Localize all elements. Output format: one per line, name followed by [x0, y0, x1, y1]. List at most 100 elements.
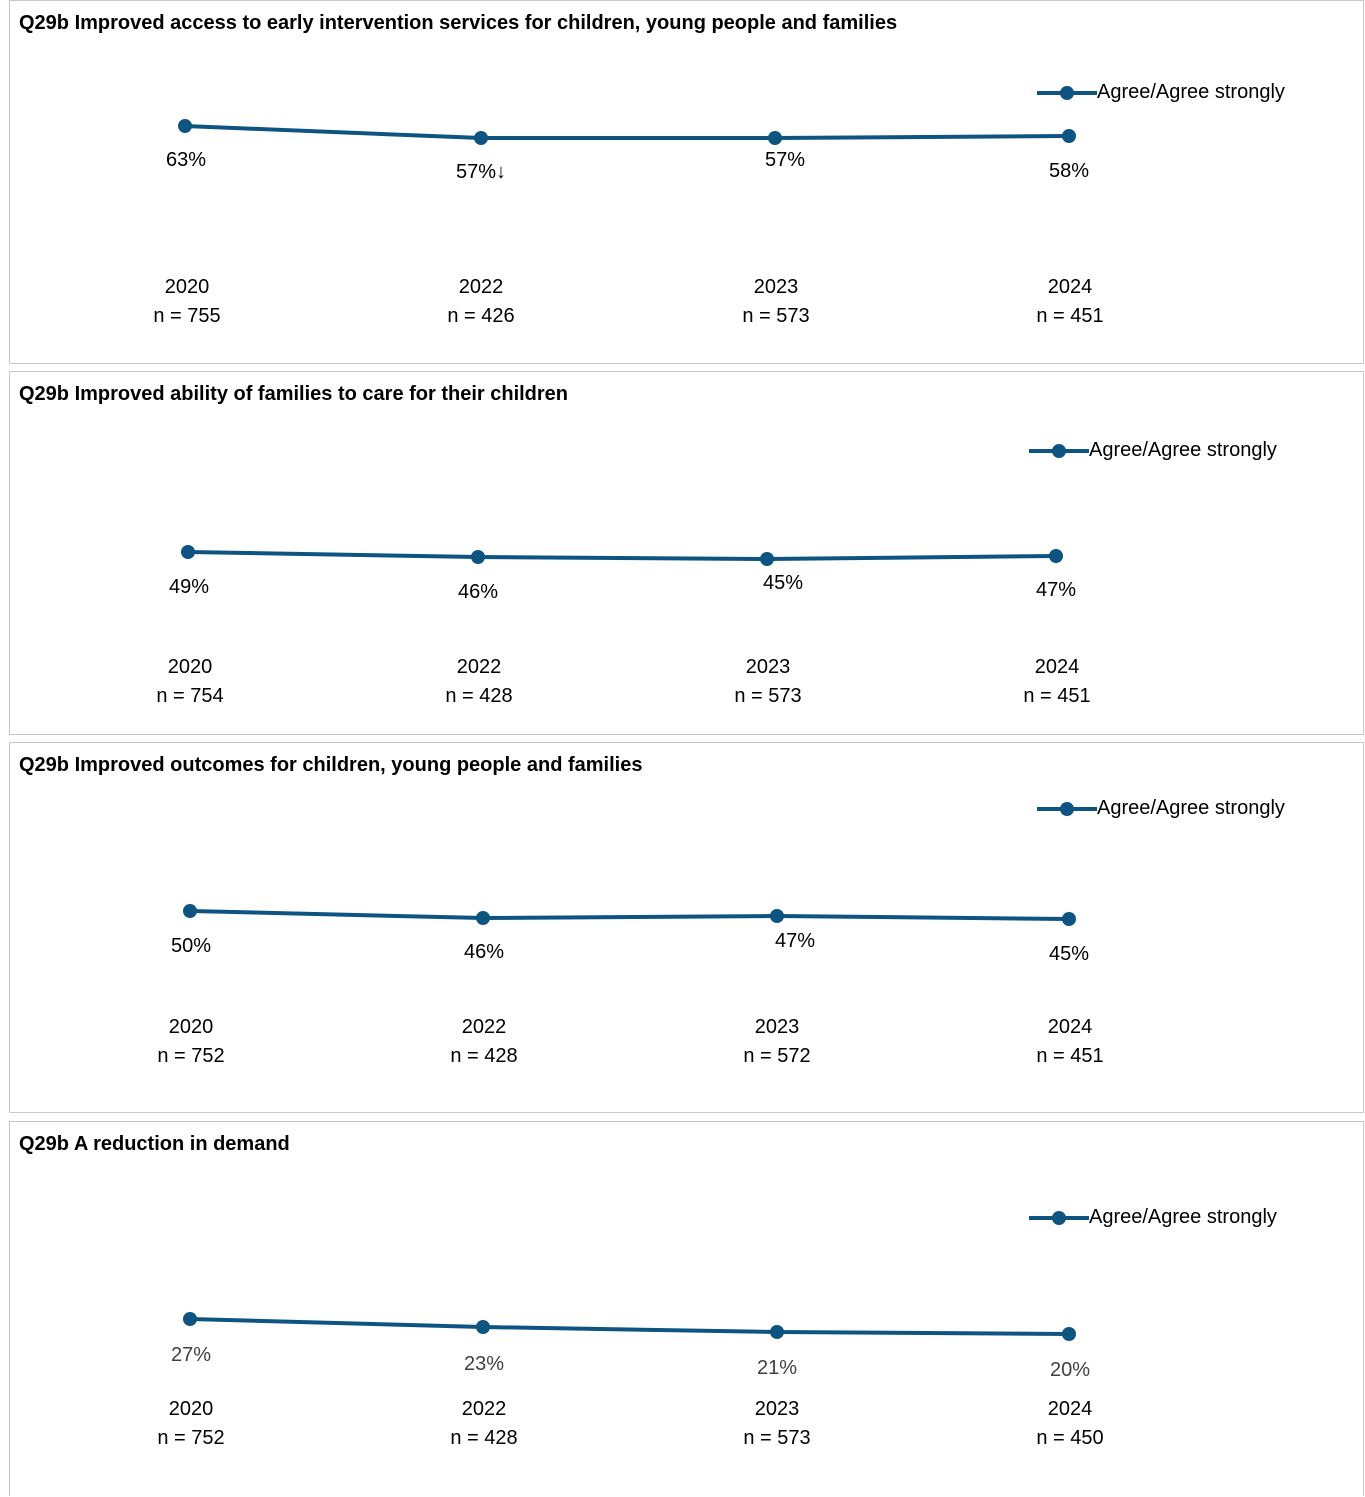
data-point: [1049, 549, 1063, 563]
data-point: [1062, 1327, 1076, 1341]
chart-title: Q29b Improved access to early interventi…: [19, 12, 898, 34]
chart-panel-4: Q29b A reduction in demand Agree/Agree s…: [9, 1121, 1364, 1496]
year-label: 2023: [754, 1016, 800, 1038]
x-axis-tick: 2022 n = 428: [409, 653, 549, 711]
base-label: n = 450: [1036, 1427, 1104, 1449]
data-point: [1062, 129, 1076, 143]
data-point: [1062, 912, 1076, 926]
data-point: [760, 552, 774, 566]
x-axis-tick: 2024 n = 451: [1000, 273, 1140, 331]
base-label: n = 752: [157, 1427, 225, 1449]
data-label: 27%: [170, 1344, 212, 1366]
x-axis-tick: 2023 n = 572: [707, 1013, 847, 1071]
data-label: 49%: [168, 576, 210, 598]
data-label: 46%: [463, 941, 505, 963]
year-label: 2020: [164, 276, 210, 298]
legend-line-marker-icon: [1029, 1210, 1089, 1225]
data-point: [471, 550, 485, 564]
x-axis-tick: 2024 n = 450: [1000, 1395, 1140, 1453]
x-axis-tick: 2022 n = 426: [411, 273, 551, 331]
data-point: [768, 131, 782, 145]
base-label: n = 426: [447, 305, 515, 327]
base-label: n = 451: [1023, 685, 1091, 707]
legend-line-marker-icon: [1037, 85, 1097, 100]
chart-title: Q29b Improved outcomes for children, you…: [19, 754, 643, 776]
base-label: n = 754: [156, 685, 224, 707]
chart-title: Q29b A reduction in demand: [19, 1133, 290, 1155]
series-line: [189, 909, 1070, 921]
line-plot: [183, 1312, 1076, 1341]
data-point: [770, 909, 784, 923]
data-point: [181, 545, 195, 559]
x-axis-tick: 2020 n = 752: [121, 1013, 261, 1071]
base-label: n = 573: [734, 685, 802, 707]
x-axis-tick: 2022 n = 428: [414, 1013, 554, 1071]
data-point: [476, 911, 490, 925]
data-point: [178, 119, 192, 133]
year-label: 2023: [745, 656, 791, 678]
data-label: 58%: [1048, 160, 1090, 182]
data-label: 23%: [463, 1353, 505, 1375]
chart-panel-1: Q29b Improved access to early interventi…: [9, 0, 1364, 364]
year-label: 2020: [168, 1398, 214, 1420]
year-label: 2024: [1047, 1398, 1093, 1420]
x-axis-tick: 2020 n = 752: [121, 1395, 261, 1453]
data-label: 57%↓: [455, 161, 507, 183]
data-point: [183, 904, 197, 918]
base-label: n = 573: [742, 305, 810, 327]
data-point: [476, 1320, 490, 1334]
year-label: 2022: [461, 1016, 507, 1038]
year-label: 2022: [456, 656, 502, 678]
data-point: [474, 131, 488, 145]
year-label: 2022: [458, 276, 504, 298]
legend-label: Agree/Agree strongly: [1097, 81, 1285, 103]
base-label: n = 755: [153, 305, 221, 327]
data-label: 45%: [1048, 943, 1090, 965]
base-label: n = 428: [450, 1045, 518, 1067]
x-axis-tick: 2023 n = 573: [707, 1395, 847, 1453]
year-label: 2023: [754, 1398, 800, 1420]
line-plot: [183, 904, 1076, 926]
base-label: n = 428: [450, 1427, 518, 1449]
legend-label: Agree/Agree strongly: [1089, 1206, 1277, 1228]
x-axis-tick: 2024 n = 451: [1000, 1013, 1140, 1071]
base-label: n = 573: [743, 1427, 811, 1449]
x-axis-tick: 2020 n = 755: [117, 273, 257, 331]
data-label: 63%: [165, 149, 207, 171]
legend-line-marker-icon: [1029, 443, 1089, 458]
line-plot: [181, 545, 1063, 566]
base-label: n = 572: [743, 1045, 811, 1067]
year-label: 2020: [168, 1016, 214, 1038]
data-label: 21%: [756, 1357, 798, 1379]
data-label: 20%: [1049, 1359, 1091, 1381]
base-label: n = 451: [1036, 305, 1104, 327]
data-label: 45%: [762, 572, 804, 594]
x-axis-tick: 2023 n = 573: [706, 273, 846, 331]
data-label: 57%: [764, 149, 806, 171]
base-label: n = 428: [445, 685, 513, 707]
data-point: [183, 1312, 197, 1326]
chart-legend: Agree/Agree strongly: [1029, 1206, 1277, 1229]
legend-line-marker-icon: [1037, 801, 1097, 816]
year-label: 2024: [1047, 276, 1093, 298]
x-axis-tick: 2023 n = 573: [698, 653, 838, 711]
series-line: [184, 124, 1070, 140]
data-label: 47%: [774, 930, 816, 952]
series-line: [187, 550, 1057, 562]
chart-panel-3: Q29b Improved outcomes for children, you…: [9, 742, 1364, 1113]
chart-panel-2: Q29b Improved ability of families to car…: [9, 371, 1364, 735]
base-label: n = 752: [157, 1045, 225, 1067]
chart-title: Q29b Improved ability of families to car…: [19, 383, 569, 405]
x-axis-tick: 2020 n = 754: [120, 653, 260, 711]
year-label: 2024: [1047, 1016, 1093, 1038]
data-label: 47%: [1035, 579, 1077, 601]
chart-legend: Agree/Agree strongly: [1029, 439, 1277, 462]
chart-legend: Agree/Agree strongly: [1037, 81, 1285, 104]
x-axis-tick: 2024 n = 451: [987, 653, 1127, 711]
chart-legend: Agree/Agree strongly: [1037, 797, 1285, 820]
base-label: n = 451: [1036, 1045, 1104, 1067]
year-label: 2024: [1034, 656, 1080, 678]
legend-label: Agree/Agree strongly: [1097, 797, 1285, 819]
year-label: 2023: [753, 276, 799, 298]
year-label: 2020: [167, 656, 213, 678]
